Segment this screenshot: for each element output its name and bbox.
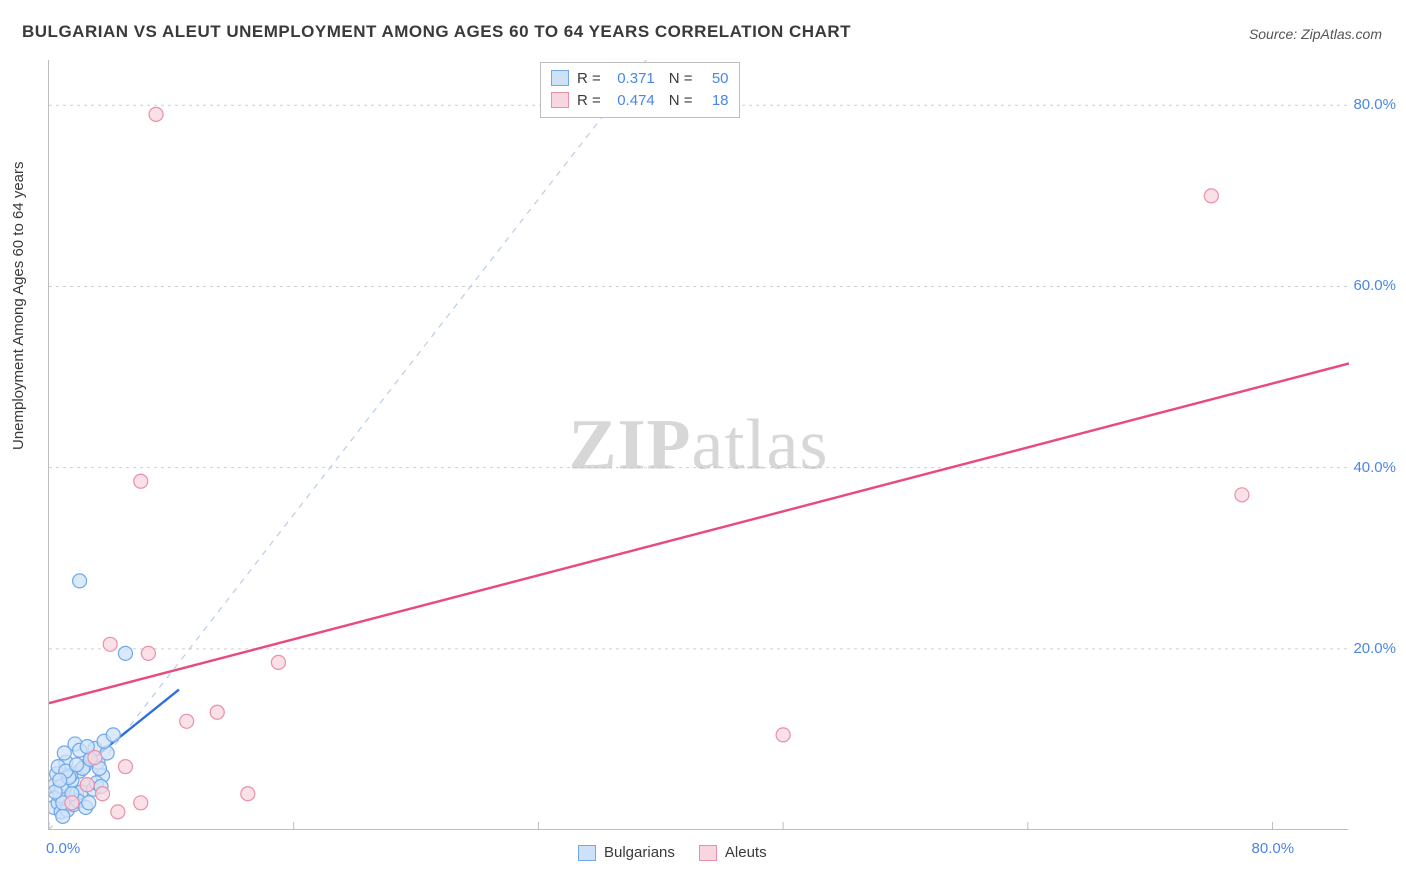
ytick-60: 60.0%	[1353, 277, 1396, 294]
legend-label-aleuts: Aleuts	[725, 844, 767, 861]
stats-row-bulgarians: R = 0.371 N = 50	[551, 67, 729, 89]
plot-area: ZIPatlas	[48, 60, 1348, 830]
n-label: N =	[669, 70, 693, 87]
swatch-bulgarians	[551, 70, 569, 86]
n-label: N =	[669, 92, 693, 109]
chart-container: BULGARIAN VS ALEUT UNEMPLOYMENT AMONG AG…	[0, 0, 1406, 892]
y-axis-label: Unemployment Among Ages 60 to 64 years	[10, 161, 27, 450]
source-attribution: Source: ZipAtlas.com	[1249, 26, 1382, 42]
ytick-80: 80.0%	[1353, 96, 1396, 113]
r-value-bulgarians: 0.371	[609, 70, 655, 87]
r-value-aleuts: 0.474	[609, 92, 655, 109]
legend-item-aleuts: Aleuts	[699, 844, 767, 861]
swatch-aleuts	[551, 92, 569, 108]
n-value-aleuts: 18	[701, 92, 729, 109]
stats-legend: R = 0.371 N = 50 R = 0.474 N = 18	[540, 62, 740, 118]
ytick-40: 40.0%	[1353, 459, 1396, 476]
swatch-aleuts-icon	[699, 845, 717, 861]
legend-label-bulgarians: Bulgarians	[604, 844, 675, 861]
legend-item-bulgarians: Bulgarians	[578, 844, 675, 861]
plot-svg	[49, 60, 1349, 830]
series-legend: Bulgarians Aleuts	[578, 844, 767, 861]
swatch-bulgarians-icon	[578, 845, 596, 861]
r-label: R =	[577, 92, 601, 109]
xtick-80: 80.0%	[1252, 840, 1295, 857]
r-label: R =	[577, 70, 601, 87]
ytick-20: 20.0%	[1353, 640, 1396, 657]
chart-title: BULGARIAN VS ALEUT UNEMPLOYMENT AMONG AG…	[22, 22, 851, 42]
xtick-0: 0.0%	[46, 840, 80, 857]
stats-row-aleuts: R = 0.474 N = 18	[551, 89, 729, 111]
n-value-bulgarians: 50	[701, 70, 729, 87]
